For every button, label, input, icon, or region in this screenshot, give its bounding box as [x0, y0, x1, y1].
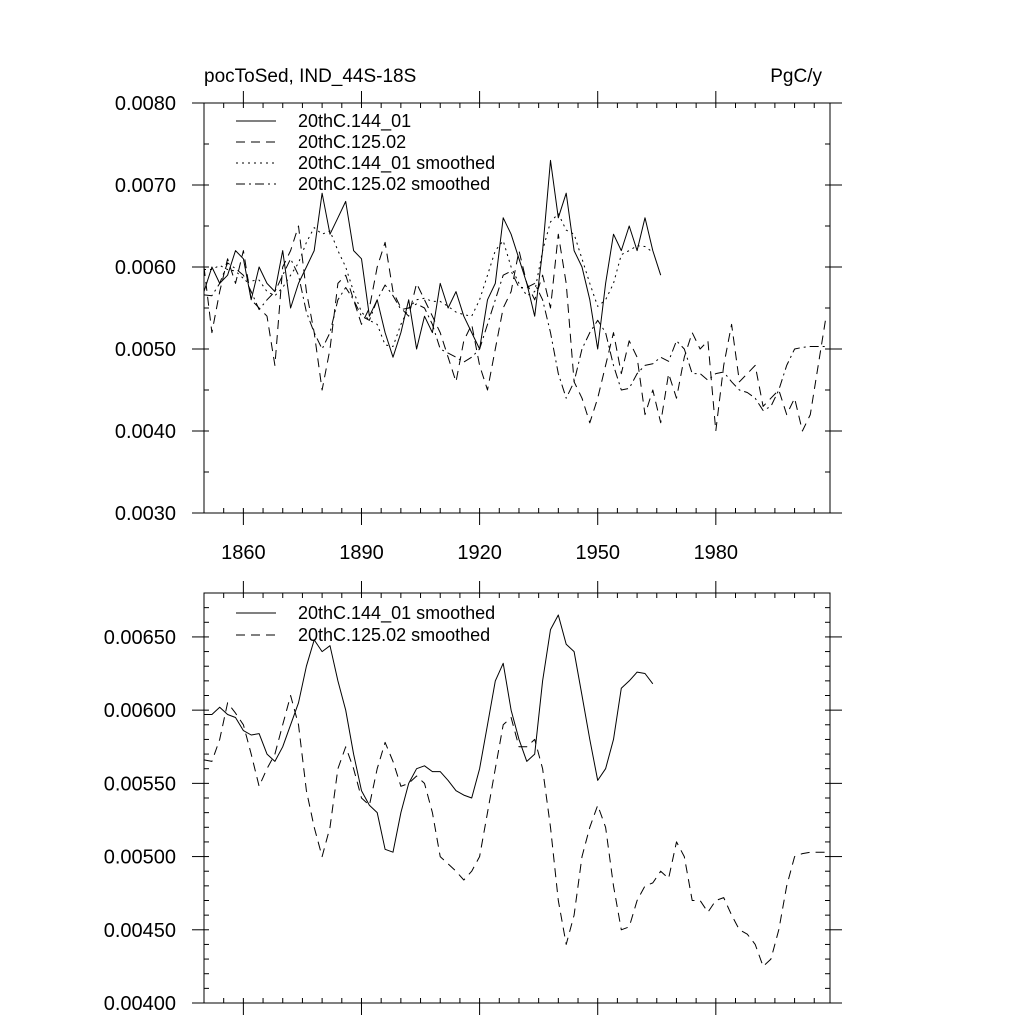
top-chart-panel: pocToSed, IND_44S-18S PgC/y 0.0030 0.0040… — [115, 66, 842, 564]
top-y-tick-label: 0.0030 — [115, 503, 176, 525]
bottom-chart-plot-frame — [203, 592, 831, 1004]
top-y-tick-label: 0.0040 — [115, 421, 176, 443]
bottom-y-tick-label: 0.00400 — [104, 993, 176, 1015]
top-legend-label-4: 20thC.125.02 smoothed — [298, 174, 490, 194]
top-y-tick-label: 0.0050 — [115, 339, 176, 361]
top-chart-title-right: PgC/y — [770, 66, 822, 87]
bottom-chart-series — [203, 614, 827, 967]
top-chart-ticks — [192, 91, 842, 525]
bottom-y-tick-label: 0.00500 — [104, 847, 176, 869]
top-legend-label-2: 20thC.125.02 — [298, 132, 406, 152]
top-series-line-3 — [204, 213, 654, 347]
top-x-tick-label: 1950 — [575, 542, 620, 564]
bottom-legend-label-2: 20thC.125.02 smoothed — [298, 625, 490, 645]
top-x-tick-label: 1890 — [339, 542, 384, 564]
bottom-series-line-2 — [203, 695, 827, 967]
bottom-y-tick-label: 0.00450 — [104, 920, 176, 942]
bottom-chart-y-tick-labels: 0.00400 0.00450 0.00500 0.00550 0.00600 0.006… — [104, 627, 176, 1015]
top-legend-label-3: 20thC.144_01 smoothed — [298, 153, 495, 174]
top-x-tick-label: 1860 — [221, 542, 266, 564]
top-x-tick-label: 1980 — [694, 542, 739, 564]
top-chart-y-tick-labels: 0.0030 0.0040 0.0050 0.0060 0.0070 0.0080 — [115, 93, 176, 525]
top-chart-series — [203, 159, 827, 432]
bottom-y-tick-label: 0.00600 — [104, 700, 176, 722]
top-series-line-1 — [203, 159, 662, 358]
top-y-tick-label: 0.0060 — [115, 257, 176, 279]
bottom-y-tick-label: 0.00550 — [104, 773, 176, 795]
top-y-tick-label: 0.0070 — [115, 175, 176, 197]
bottom-y-tick-label: 0.00650 — [104, 627, 176, 649]
top-legend-label-1: 20thC.144_01 — [298, 111, 411, 132]
top-series-line-2 — [203, 225, 827, 432]
bottom-chart-panel: 0.00400 0.00450 0.00500 0.00550 0.00600 0.006… — [104, 581, 842, 1015]
bottom-chart-ticks — [192, 581, 842, 1015]
bottom-series-line-1 — [204, 614, 654, 853]
top-chart-x-tick-labels: 1860 1890 1920 1950 1980 — [221, 542, 738, 564]
top-x-tick-label: 1920 — [457, 542, 502, 564]
bottom-legend-label-1: 20thC.144_01 smoothed — [298, 603, 495, 624]
top-chart-title-left: pocToSed, IND_44S-18S — [204, 66, 416, 87]
top-y-tick-label: 0.0080 — [115, 93, 176, 115]
top-series-line-4 — [203, 258, 827, 411]
